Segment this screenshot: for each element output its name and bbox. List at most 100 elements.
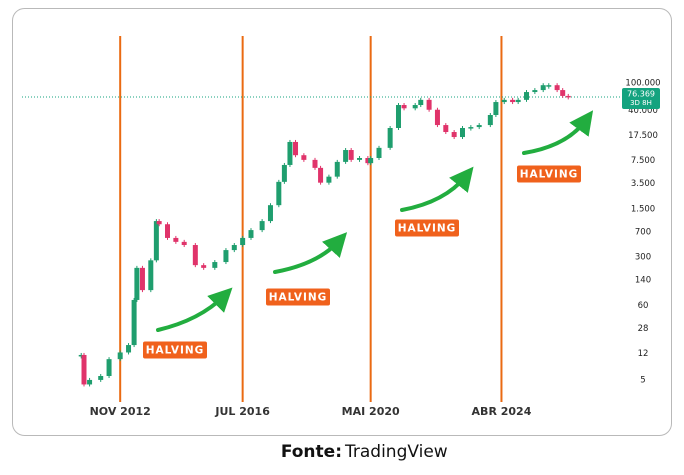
y-tick-label: 100.000 — [625, 79, 660, 89]
candle — [223, 250, 229, 263]
candle — [401, 105, 407, 109]
candle — [281, 164, 287, 182]
candle — [87, 379, 93, 385]
y-tick-label: 7.500 — [631, 156, 655, 166]
candle — [192, 245, 198, 266]
y-tick-label: 700 — [635, 227, 651, 237]
candle — [287, 141, 293, 165]
halving-box — [395, 219, 459, 237]
y-tick-label: 28 — [638, 324, 649, 334]
price-label: 76.369 — [627, 90, 655, 99]
candle — [426, 99, 432, 110]
x-tick-label: NOV 2012 — [90, 405, 151, 418]
arrow — [156, 287, 233, 332]
candle — [443, 125, 449, 133]
candle — [139, 267, 145, 291]
halving-box — [517, 165, 581, 183]
candle — [501, 99, 507, 103]
candle — [487, 115, 493, 126]
y-tick-label: 3.500 — [631, 179, 655, 189]
candle — [231, 245, 237, 251]
candle — [524, 92, 530, 100]
y-tick-label: 60 — [638, 301, 649, 311]
candle — [134, 267, 140, 300]
candle — [240, 237, 246, 246]
arrow — [522, 110, 594, 155]
y-tick-label: 17.500 — [628, 131, 658, 141]
candle — [117, 352, 123, 360]
candle — [476, 125, 482, 128]
candle — [181, 241, 187, 246]
candle — [276, 181, 282, 206]
candle — [131, 299, 137, 346]
frame — [12, 8, 672, 436]
candle — [334, 161, 340, 177]
candle — [387, 128, 393, 148]
candle — [98, 376, 104, 380]
candle — [451, 132, 457, 138]
footer-source: TradingView — [344, 442, 448, 462]
candle — [212, 262, 218, 268]
arrow — [400, 166, 474, 212]
candle — [412, 105, 418, 109]
y-tick-label: 1.500 — [631, 204, 655, 214]
x-tick-label: MAI 2020 — [342, 405, 400, 418]
candle — [376, 147, 382, 158]
candle — [365, 157, 371, 164]
candle — [165, 224, 170, 238]
candle — [357, 157, 363, 160]
candle — [434, 109, 440, 126]
candle — [148, 260, 154, 291]
candle — [493, 102, 499, 116]
footer-label: Fonte: — [281, 442, 342, 462]
halving-label: HALVING — [398, 223, 457, 235]
price-box — [622, 88, 660, 109]
candle — [126, 345, 132, 353]
candle — [78, 354, 84, 357]
candle — [510, 99, 516, 103]
candle — [560, 90, 566, 96]
candle — [515, 99, 521, 103]
arrow — [273, 232, 348, 274]
y-tick-label: 5 — [640, 375, 645, 385]
candle — [348, 150, 354, 160]
y-tick-label: 300 — [635, 253, 651, 263]
candle — [153, 221, 159, 261]
y-tick-label: 40.000 — [628, 106, 658, 116]
candle — [460, 128, 465, 138]
candle — [248, 230, 254, 238]
candle — [565, 95, 571, 98]
candle — [343, 150, 349, 162]
halving-label: HALVING — [269, 292, 328, 304]
candle — [293, 141, 299, 156]
halving-box — [143, 341, 207, 359]
candle — [106, 359, 112, 377]
candle — [418, 99, 424, 106]
candle — [301, 155, 307, 160]
candle — [318, 167, 324, 183]
candle — [312, 159, 318, 168]
candle — [267, 205, 273, 222]
x-tick-label: ABR 2024 — [472, 405, 532, 418]
candle — [395, 105, 401, 129]
candle — [201, 265, 207, 268]
y-tick-label: 12 — [638, 349, 649, 359]
price-countdown: 3D 8H — [630, 99, 652, 107]
candle — [326, 176, 332, 183]
y-tick-label: 140 — [635, 276, 651, 286]
halving-label: HALVING — [146, 345, 205, 357]
candle — [468, 127, 474, 129]
arrows — [156, 110, 594, 332]
candle — [554, 85, 560, 91]
candle — [259, 221, 265, 231]
halving-box — [266, 288, 330, 306]
candle — [81, 354, 87, 385]
candle — [546, 85, 552, 87]
candle — [156, 221, 162, 225]
candle — [540, 85, 546, 91]
x-tick-label: JUL 2016 — [214, 405, 270, 418]
candle — [368, 157, 374, 164]
candle — [532, 90, 538, 93]
